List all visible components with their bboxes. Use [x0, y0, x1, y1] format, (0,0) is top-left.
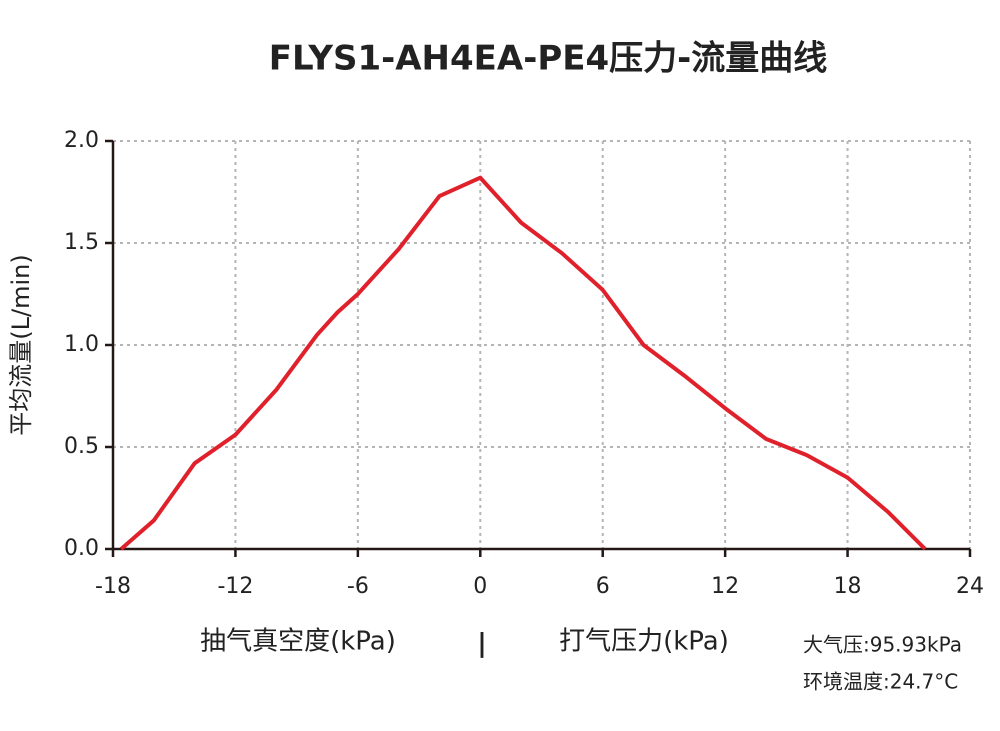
y-tick-label: 2.0 [64, 128, 99, 153]
y-tick-label: 0.5 [64, 434, 99, 459]
x-tick-label: 6 [596, 574, 610, 599]
x-tick-label: 24 [956, 574, 984, 599]
x-tick-label: -6 [347, 574, 369, 599]
chart-title: FLYS1-AH4EA-PE4压力-流量曲线 [269, 39, 827, 79]
x-axis-label-left: 抽气真空度(kPa) [200, 627, 396, 657]
x-axis-label-right: 打气压力(kPa) [559, 627, 729, 657]
data-line [119, 175, 927, 551]
x-tick-label: -18 [95, 574, 131, 599]
x-tick-label: -12 [217, 574, 253, 599]
y-tick-label: 1.0 [64, 332, 99, 357]
x-tick-label: 12 [711, 574, 739, 599]
y-tick-label: 0.0 [64, 536, 99, 561]
x-tick-label: 0 [473, 574, 487, 599]
x-axis-separator: | [477, 629, 487, 659]
annotation: 环境温度:24.7°C [803, 670, 958, 694]
annotation: 大气压:95.93kPa [803, 633, 962, 657]
x-tick-label: 18 [834, 574, 862, 599]
y-tick-label: 1.5 [64, 230, 99, 255]
y-axis-label: 平均流量(L/min) [7, 254, 35, 435]
